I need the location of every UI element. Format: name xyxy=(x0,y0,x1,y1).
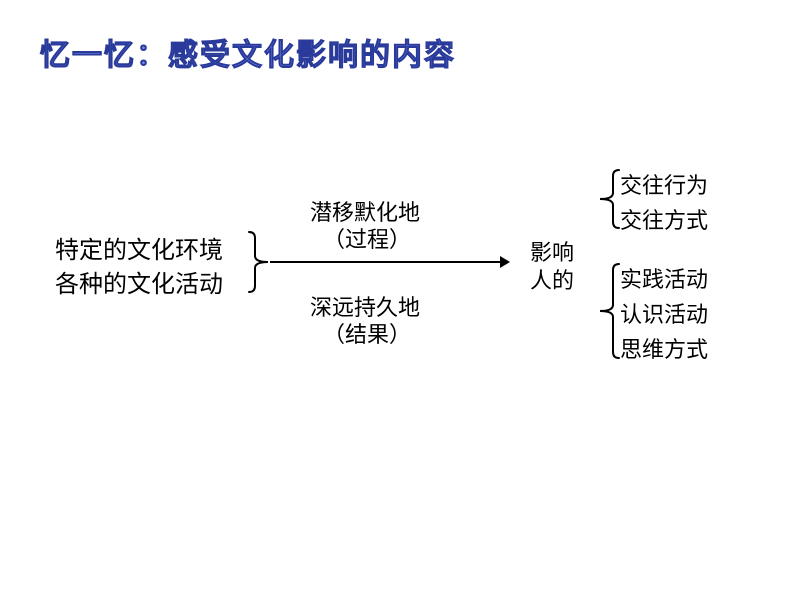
text-aff1: 影响 xyxy=(530,240,574,265)
node-r3: 实践活动 xyxy=(620,262,708,294)
node-r4: 认识活动 xyxy=(620,297,708,329)
node-affect2: 人的 xyxy=(530,263,574,295)
bracket-opening-bot xyxy=(600,264,619,358)
bracket-closing-left xyxy=(249,232,268,292)
node-center-bot2: （结果） xyxy=(323,317,411,349)
text-r5: 思维方式 xyxy=(620,337,708,362)
node-center-top2: （过程） xyxy=(323,222,411,254)
text-left2: 各种的文化活动 xyxy=(55,272,223,298)
page-title: 忆一忆：感受文化影响的内容 xyxy=(40,30,456,74)
node-r2: 交往方式 xyxy=(620,203,708,235)
node-left2: 各种的文化活动 xyxy=(55,264,223,299)
text-r2: 交往方式 xyxy=(620,208,708,233)
bracket-opening-top xyxy=(600,170,619,228)
node-left1: 特定的文化环境 xyxy=(55,230,223,265)
text-r4: 认识活动 xyxy=(620,302,708,327)
arrow-main xyxy=(270,256,510,268)
title-text: 忆一忆：感受文化影响的内容 xyxy=(40,39,456,72)
text-ct2: （过程） xyxy=(323,227,411,252)
text-r1: 交往行为 xyxy=(620,173,708,198)
text-aff2: 人的 xyxy=(530,268,574,293)
node-r1: 交往行为 xyxy=(620,168,708,200)
node-r5: 思维方式 xyxy=(620,332,708,364)
text-left1: 特定的文化环境 xyxy=(55,238,223,264)
text-cb2: （结果） xyxy=(323,322,411,347)
text-r3: 实践活动 xyxy=(620,267,708,292)
